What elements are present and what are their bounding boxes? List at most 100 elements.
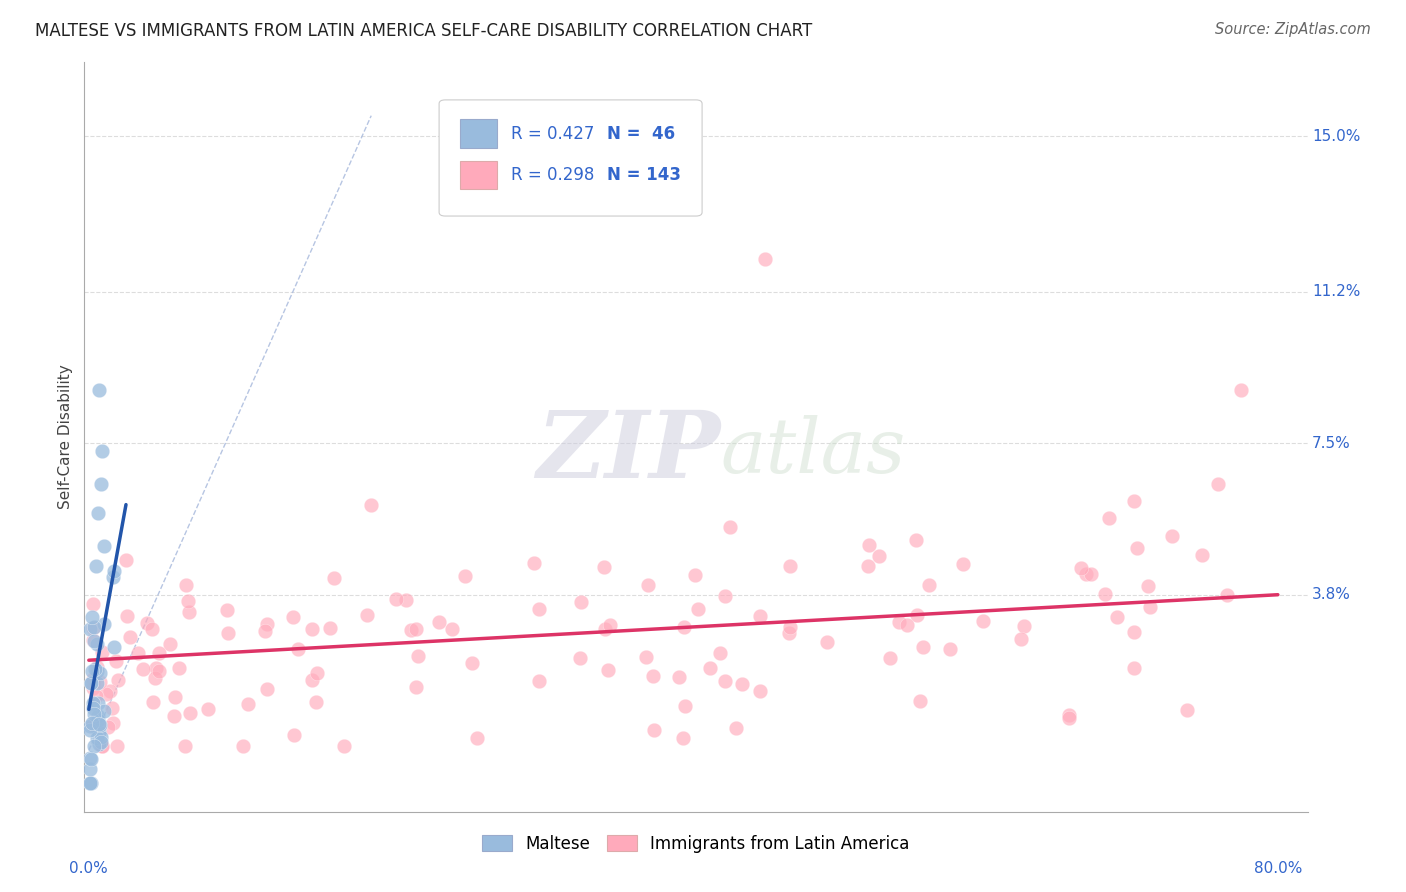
Point — [1139, 600, 1161, 615]
Point — [90, 477, 112, 491]
Text: R = 0.427: R = 0.427 — [512, 125, 595, 143]
Point — [80, 676, 103, 690]
Point — [718, 519, 741, 533]
Point — [672, 620, 695, 634]
Point — [127, 646, 149, 660]
Point — [1057, 711, 1080, 725]
Point — [93, 704, 115, 718]
Point — [385, 591, 408, 606]
Text: R = 0.298: R = 0.298 — [512, 166, 595, 184]
Point — [80, 610, 103, 624]
Point — [82, 697, 104, 711]
Point — [952, 557, 974, 571]
Point — [83, 707, 105, 722]
Point — [141, 622, 163, 636]
Point — [523, 557, 546, 571]
Point — [253, 624, 276, 639]
Point — [87, 709, 110, 723]
Point — [136, 615, 159, 630]
Point — [686, 601, 709, 615]
Point — [80, 676, 103, 690]
Point — [215, 603, 238, 617]
Point — [1177, 703, 1199, 717]
Point — [90, 730, 112, 744]
Point — [89, 665, 111, 680]
Point — [779, 559, 801, 574]
Point — [596, 663, 619, 677]
Text: Source: ZipAtlas.com: Source: ZipAtlas.com — [1215, 22, 1371, 37]
Text: 7.5%: 7.5% — [1312, 435, 1351, 450]
Point — [177, 594, 200, 608]
Point — [143, 671, 166, 685]
Point — [305, 695, 328, 709]
FancyBboxPatch shape — [439, 100, 702, 216]
Point — [683, 567, 706, 582]
Point — [87, 506, 110, 520]
Point — [79, 622, 101, 636]
Point — [84, 689, 107, 703]
Point — [105, 654, 128, 668]
Point — [82, 718, 104, 732]
Point — [699, 660, 721, 674]
Point — [887, 615, 910, 630]
Point — [1012, 619, 1035, 633]
Point — [1216, 588, 1239, 602]
Point — [748, 684, 770, 698]
Point — [93, 617, 115, 632]
Point — [80, 752, 103, 766]
Point — [1107, 609, 1129, 624]
Point — [80, 776, 103, 790]
Point — [395, 593, 418, 607]
Point — [89, 674, 111, 689]
Point — [869, 549, 891, 564]
Point — [779, 620, 801, 634]
Point — [84, 717, 107, 731]
Point — [356, 608, 378, 623]
Point — [972, 614, 994, 628]
Point — [643, 723, 665, 737]
Point — [634, 650, 657, 665]
Point — [94, 687, 117, 701]
Point — [91, 739, 114, 754]
Point — [709, 646, 731, 660]
Point — [107, 673, 129, 688]
Point — [673, 698, 696, 713]
Text: 0.0%: 0.0% — [69, 861, 108, 876]
Point — [256, 681, 278, 696]
Point — [86, 731, 108, 745]
Text: 15.0%: 15.0% — [1312, 128, 1361, 144]
Point — [283, 610, 305, 624]
Point — [905, 607, 928, 622]
Point — [82, 672, 104, 686]
Point — [1010, 632, 1032, 646]
Point — [79, 776, 101, 790]
Point — [82, 681, 104, 695]
Point — [86, 660, 108, 674]
Point — [529, 602, 551, 616]
Point — [593, 560, 616, 574]
Text: 3.8%: 3.8% — [1312, 587, 1351, 602]
Point — [89, 717, 111, 731]
Point — [238, 697, 260, 711]
FancyBboxPatch shape — [460, 120, 496, 148]
Point — [86, 637, 108, 651]
Point — [287, 642, 309, 657]
Point — [148, 664, 170, 678]
Point — [80, 665, 103, 679]
Point — [91, 444, 114, 458]
Point — [643, 668, 665, 682]
Point — [79, 762, 101, 776]
Point — [1191, 548, 1213, 562]
Point — [858, 538, 880, 552]
Text: ZIP: ZIP — [536, 407, 720, 497]
Point — [103, 640, 125, 655]
Point — [82, 621, 104, 635]
Point — [86, 675, 108, 690]
Point — [89, 383, 111, 397]
Text: atlas: atlas — [720, 415, 905, 489]
Point — [749, 609, 772, 624]
Point — [115, 553, 138, 567]
Point — [177, 605, 200, 619]
Point — [83, 662, 105, 676]
Point — [100, 701, 122, 715]
